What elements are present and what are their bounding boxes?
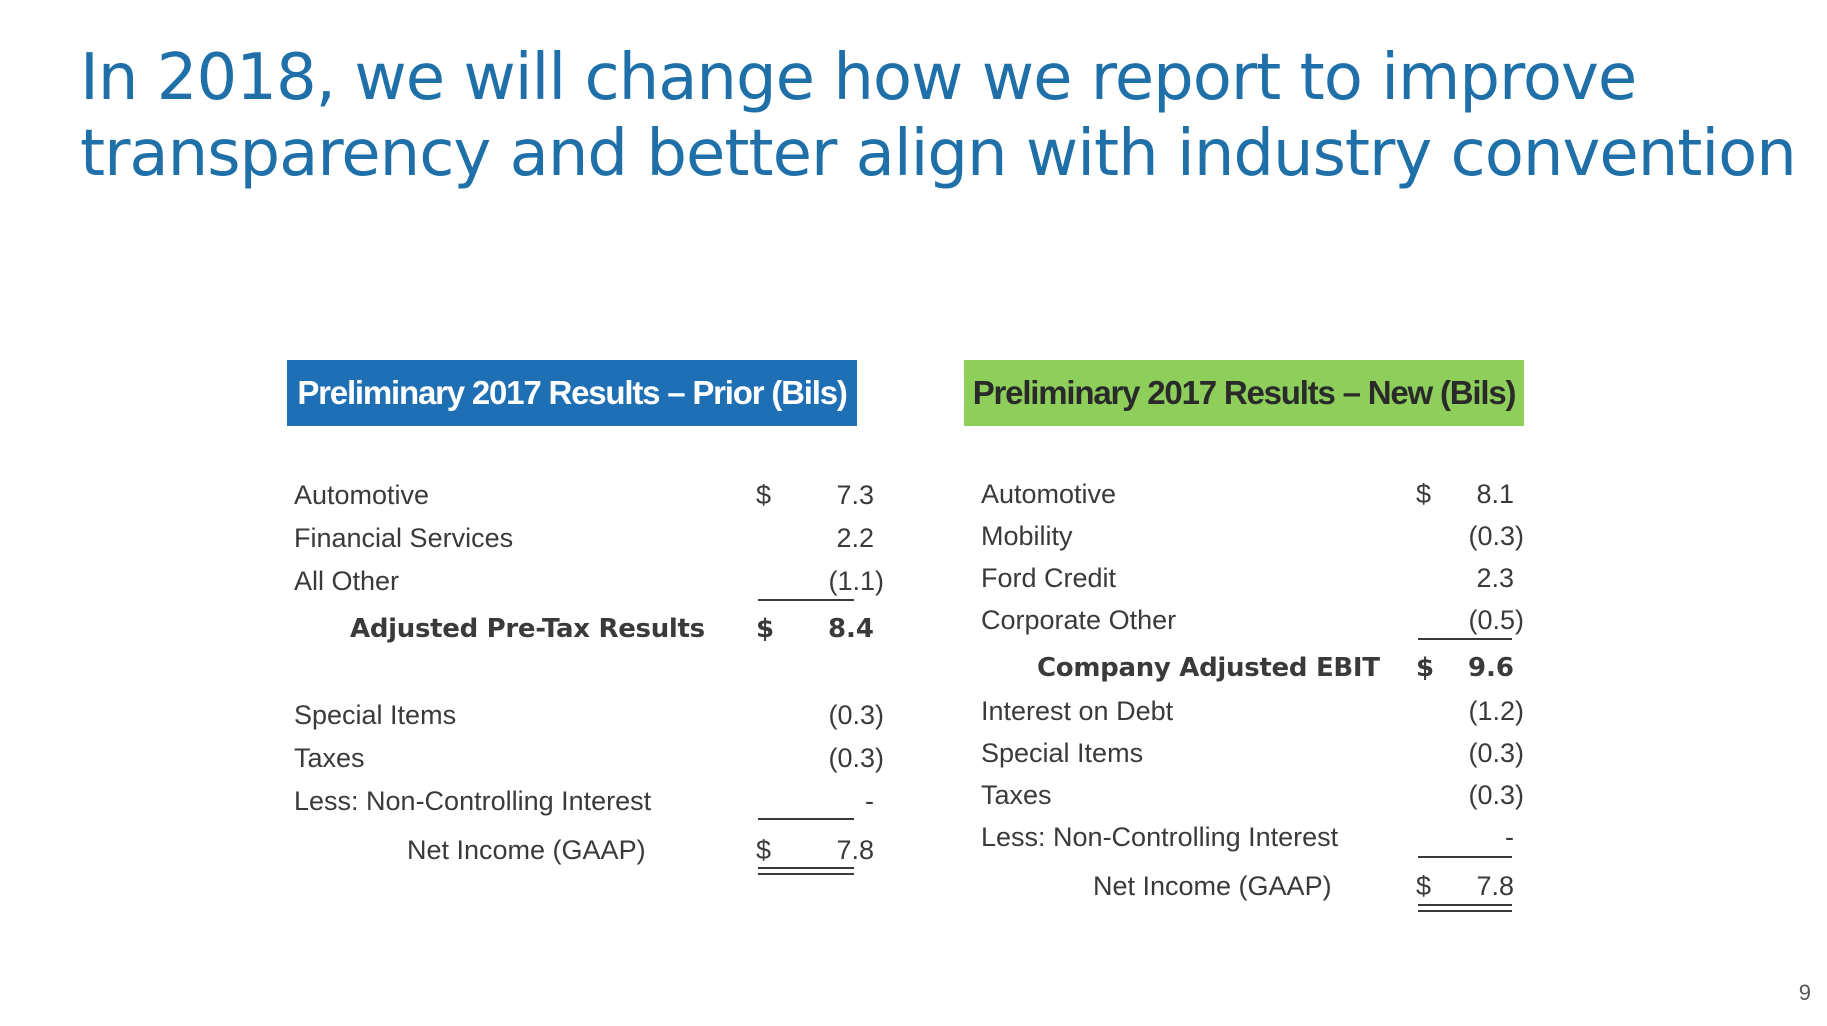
slide-title-line-2: transparency and better align with indus… — [80, 117, 1797, 191]
row-value: 7.8 — [1476, 871, 1514, 901]
row-value: (0.3) — [828, 700, 884, 730]
prior-results-panel: Preliminary 2017 Results – Prior (Bils) — [287, 360, 857, 426]
row-label: Automotive — [981, 479, 1117, 509]
table-row: Interest on Debt (1.2) — [981, 691, 1541, 731]
row-dollar: $ — [1416, 871, 1432, 901]
row-value: 2.2 — [836, 523, 874, 553]
table-row: Net Income (GAAP) $ 7.8 — [981, 866, 1541, 906]
row-value: - — [865, 786, 874, 816]
table-row: Adjusted Pre-Tax Results $ 8.4 — [294, 609, 874, 649]
slide-title: In 2018, we will change how we report to… — [80, 40, 1797, 192]
row-value: 2.3 — [1476, 563, 1514, 593]
row-value: - — [1505, 822, 1514, 852]
table-row: Ford Credit 2.3 — [981, 558, 1541, 598]
table-row: Special Items (0.3) — [981, 733, 1541, 773]
row-label: Mobility — [981, 521, 1073, 551]
row-value: (0.3) — [1468, 780, 1524, 810]
table-row: Less: Non-Controlling Interest - — [981, 817, 1541, 857]
row-label: Financial Services — [294, 523, 514, 553]
row-value: (1.2) — [1468, 696, 1524, 726]
row-label: Company Adjusted EBIT — [1037, 653, 1380, 683]
row-value: 7.3 — [836, 480, 874, 510]
table-row: Special Items (0.3) — [294, 695, 884, 735]
table-row: Net Income (GAAP) $ 7.8 — [294, 830, 874, 870]
new-results-panel: Preliminary 2017 Results – New (Bils) — [964, 360, 1524, 426]
row-value: (0.5) — [1468, 605, 1524, 635]
row-label: Less: Non-Controlling Interest — [294, 786, 652, 816]
row-value: 8.4 — [827, 614, 874, 644]
row-label: Net Income (GAAP) — [1093, 871, 1332, 901]
table-row: All Other (1.1) — [294, 561, 884, 601]
row-label: Interest on Debt — [981, 696, 1174, 726]
row-dollar: $ — [756, 614, 775, 644]
row-value: 7.8 — [836, 835, 874, 865]
row-value: (0.3) — [828, 743, 884, 773]
total-double-rule — [1418, 904, 1512, 912]
subtotal-rule — [758, 818, 854, 820]
row-dollar: $ — [756, 480, 772, 510]
row-value: (0.3) — [1468, 521, 1524, 551]
row-label: Adjusted Pre-Tax Results — [350, 614, 705, 644]
table-row: Financial Services 2.2 — [294, 518, 874, 558]
row-value: 9.6 — [1467, 653, 1514, 683]
new-results-header: Preliminary 2017 Results – New (Bils) — [964, 360, 1524, 426]
table-row: Automotive $ 7.3 — [294, 475, 874, 515]
table-row: Taxes (0.3) — [294, 738, 884, 778]
row-dollar: $ — [756, 835, 772, 865]
row-label: Ford Credit — [981, 563, 1117, 593]
row-label: Taxes — [294, 743, 365, 773]
table-row: Taxes (0.3) — [981, 775, 1541, 815]
table-row: Automotive $ 8.1 — [981, 474, 1541, 514]
subtotal-rule — [758, 599, 854, 601]
page-number: 9 — [1798, 980, 1811, 1005]
row-dollar: $ — [1416, 479, 1432, 509]
row-label: Automotive — [294, 480, 430, 510]
row-value: (0.3) — [1468, 738, 1524, 768]
row-dollar: $ — [1416, 653, 1435, 683]
row-label: All Other — [294, 566, 400, 596]
row-value: (1.1) — [828, 566, 884, 596]
row-label: Net Income (GAAP) — [407, 835, 646, 865]
row-label: Special Items — [981, 738, 1144, 768]
row-label: Special Items — [294, 700, 457, 730]
row-label: Less: Non-Controlling Interest — [981, 822, 1339, 852]
table-row: Mobility (0.3) — [981, 516, 1541, 556]
prior-results-header: Preliminary 2017 Results – Prior (Bils) — [287, 360, 857, 426]
slide-title-line-1: In 2018, we will change how we report to… — [80, 41, 1637, 115]
table-row: Less: Non-Controlling Interest - — [294, 781, 874, 821]
row-value: 8.1 — [1476, 479, 1514, 509]
subtotal-rule — [1418, 638, 1512, 640]
table-row: Corporate Other (0.5) — [981, 600, 1541, 640]
subtotal-rule — [1418, 856, 1512, 858]
row-label: Taxes — [981, 780, 1052, 810]
table-row: Company Adjusted EBIT $ 9.6 — [981, 648, 1541, 688]
total-double-rule — [758, 867, 854, 875]
row-label: Corporate Other — [981, 605, 1177, 635]
